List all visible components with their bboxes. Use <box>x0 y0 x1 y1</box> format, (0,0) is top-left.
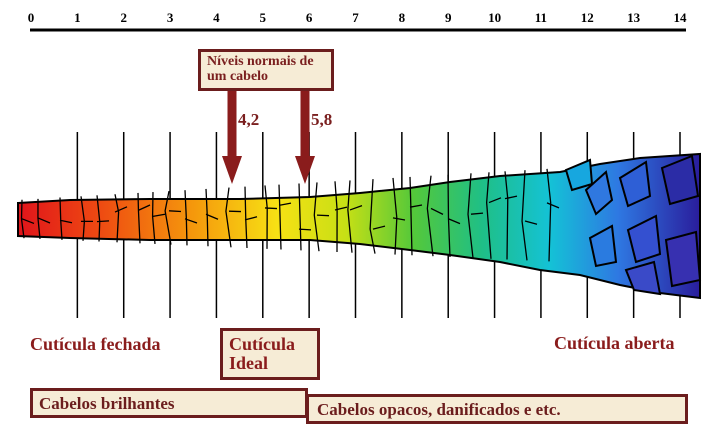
dull-hair-bar: Cabelos opacos, danificados e etc. <box>306 394 688 424</box>
hair-strand <box>17 152 702 300</box>
cuticle-cell <box>184 190 198 246</box>
closed-cuticle-label: Cutícula fechada <box>30 334 161 354</box>
cuticle-cell <box>369 179 386 254</box>
cuticle-cell <box>96 195 110 242</box>
tick-label-14: 14 <box>674 10 688 25</box>
tick-label-3: 3 <box>167 10 174 25</box>
marker-high-value: 5,8 <box>311 110 332 129</box>
cuticle-cell <box>392 177 406 255</box>
marker-low-value: 4,2 <box>238 110 259 129</box>
tick-label-13: 13 <box>627 10 641 25</box>
hair-strand-shaft <box>17 152 701 300</box>
scale-tick-labels: 0 1 2 3 4 5 6 7 8 9 10 11 12 13 14 <box>28 10 687 25</box>
cuticle-cell <box>20 199 35 239</box>
callout-line-2: um cabelo <box>207 68 269 84</box>
cuticle-cell <box>225 187 242 248</box>
tick-label-11: 11 <box>535 10 547 25</box>
cuticle-cell <box>114 194 128 243</box>
cuticle-cell <box>205 188 219 247</box>
cuticle-cell <box>486 172 502 259</box>
ph-marker-low: 4,2 <box>222 90 259 184</box>
cuticle-cell <box>334 181 348 252</box>
cuticle-cell <box>447 174 461 257</box>
cuticle-cell <box>298 183 312 251</box>
cuticle-cell <box>409 176 423 256</box>
tick-label-5: 5 <box>260 10 267 25</box>
cuticle-cell <box>137 192 151 244</box>
cuticle-cell <box>264 185 278 249</box>
tick-label-2: 2 <box>120 10 127 25</box>
ideal-line-1: Cutícula <box>229 334 296 354</box>
tick-label-4: 4 <box>213 10 220 25</box>
cuticle-cell <box>504 171 518 260</box>
cuticle-cell <box>521 170 538 261</box>
ideal-cuticle-label: Cutícula Ideal <box>220 328 320 380</box>
tick-label-7: 7 <box>352 10 359 25</box>
cuticle-cell <box>80 196 94 241</box>
tick-label-6: 6 <box>306 10 313 25</box>
tick-label-1: 1 <box>74 10 81 25</box>
hair-cuticle-cells <box>20 168 560 262</box>
cuticle-cell <box>426 175 444 257</box>
cuticle-cell <box>347 180 363 253</box>
tick-label-9: 9 <box>445 10 452 25</box>
hair-cuticle-flakes <box>564 154 702 296</box>
cuticle-cell <box>467 173 484 259</box>
cuticle-cell <box>37 198 51 239</box>
tick-label-0: 0 <box>28 10 35 25</box>
ideal-line-2: Ideal <box>229 352 269 373</box>
callout-line-1: Níveis normais de <box>207 54 314 69</box>
tick-label-8: 8 <box>399 10 406 25</box>
cuticle-cell <box>59 197 73 240</box>
cuticle-cell <box>313 182 330 252</box>
cuticle-cell <box>151 192 166 245</box>
cuticle-cell <box>164 190 182 245</box>
tick-label-12: 12 <box>581 10 594 25</box>
tick-label-10: 10 <box>488 10 501 25</box>
normal-levels-callout: Níveis normais de um cabelo <box>198 49 334 91</box>
cuticle-cell <box>546 168 560 262</box>
ph-marker-high: 5,8 <box>295 90 332 184</box>
cuticle-cell <box>244 186 258 249</box>
open-cuticle-label: Cutícula aberta <box>554 333 675 353</box>
cuticle-cell <box>278 184 292 250</box>
shiny-hair-bar: Cabelos brilhantes <box>30 388 308 418</box>
